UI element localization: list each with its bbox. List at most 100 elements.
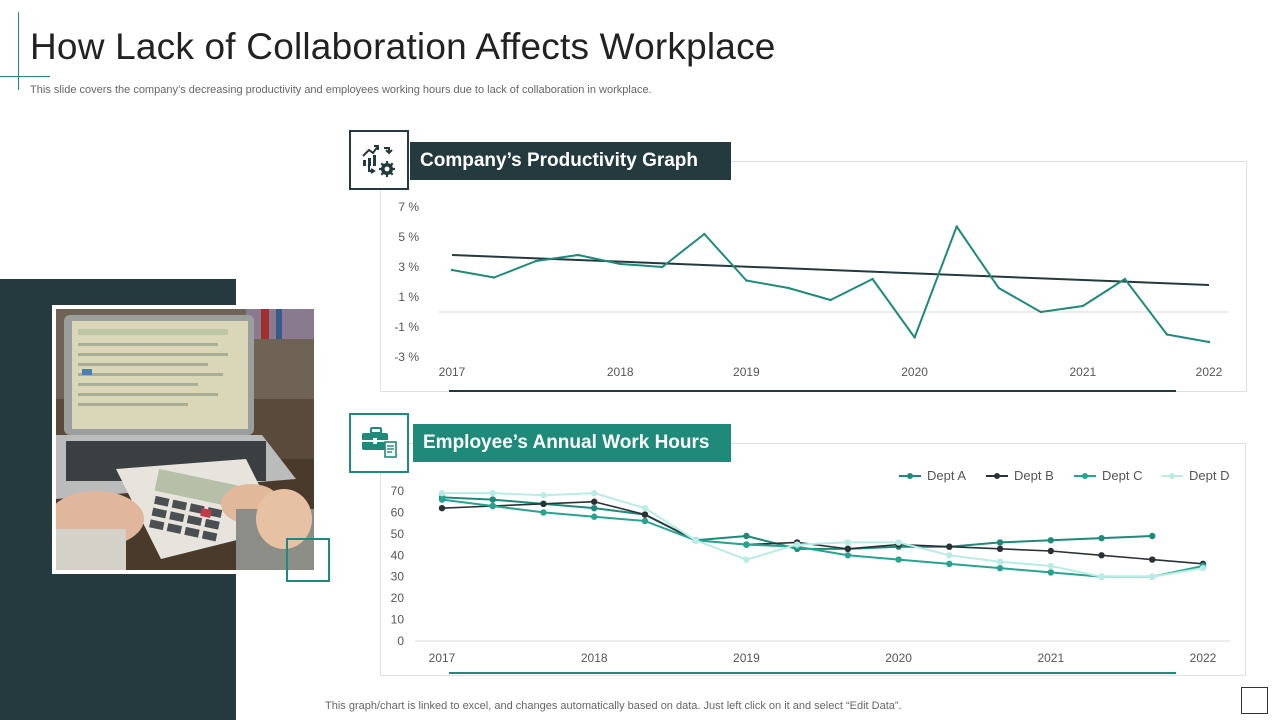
dept-d-point (793, 541, 801, 548)
productivity-point (534, 259, 538, 263)
dept-d-point (996, 558, 1004, 565)
dept-d-point (743, 556, 750, 563)
dept-d-point (692, 537, 699, 544)
dept-b-point (996, 545, 1004, 553)
page-subtitle: This slide covers the company’s decreasi… (30, 84, 652, 96)
trend-line (451, 254, 1210, 286)
dept-c-point (996, 564, 1004, 572)
dept-a-point (1098, 534, 1105, 542)
work-hours-icon-box (349, 413, 409, 473)
work-hours-chart-underline (449, 672, 1176, 674)
x-tick-label: 2019 (733, 365, 760, 379)
x-tick-label: 2018 (607, 365, 634, 379)
productivity-point (1081, 304, 1085, 308)
productivity-point (1039, 310, 1042, 314)
dept-b-point (540, 500, 547, 508)
productivity-point (703, 232, 706, 236)
footer-note: This graph/chart is linked to excel, and… (325, 700, 902, 712)
productivity-point (492, 276, 496, 279)
dept-a-point (743, 532, 750, 540)
dept-c-point (540, 509, 547, 516)
growth-chart-gear-icon (362, 145, 395, 177)
work-hours-chart: 0 10 20 30 40 50 60 70 2017 2018 2019 2020 2021 2022 D… (391, 468, 1230, 665)
corner-accent-vertical (18, 12, 19, 90)
dept-a-point (1149, 532, 1156, 540)
dept-d-point (1149, 573, 1156, 580)
dept-d-line (442, 492, 1204, 578)
dept-b-point (1149, 556, 1156, 563)
dept-d-point (895, 539, 902, 546)
productivity-point (955, 225, 958, 228)
dept-d-point (540, 492, 547, 499)
productivity-point (871, 277, 874, 281)
dept-d-point (489, 489, 496, 497)
x-tick-label: 2018 (581, 651, 608, 665)
legend-dept-d-marker (1169, 473, 1175, 479)
productivity-point (576, 253, 580, 257)
dept-b-point (946, 543, 953, 550)
y-tick-label: 1 % (398, 290, 419, 304)
y-tick-label: 30 (391, 570, 405, 584)
productivity-chart-title: Company’s Productivity Graph (410, 142, 731, 180)
legend-dept-b-marker (994, 473, 1000, 479)
legend-dept-c-marker (1082, 473, 1088, 479)
corner-box (1241, 687, 1268, 714)
dept-a-point (1047, 537, 1054, 544)
x-tick-label: 2017 (429, 651, 456, 665)
dept-c-point (591, 513, 598, 520)
productivity-chart: 7 % 5 % 3 % 1 % -1 % -3 % 2017 2018 2019 2020 2021… (394, 200, 1229, 379)
y-tick-label: 40 (391, 548, 405, 562)
y-tick-label: 70 (391, 484, 405, 498)
dept-d-point (641, 504, 649, 512)
y-tick-label: 20 (391, 591, 405, 605)
productivity-point (1207, 340, 1211, 344)
y-tick-label: -3 % (394, 350, 419, 364)
corner-accent-horizontal (0, 76, 50, 77)
productivity-chart-underline (449, 390, 1176, 392)
y-tick-label: 10 (391, 613, 405, 627)
dept-c-line (441, 498, 1204, 578)
dept-a-point (996, 539, 1004, 546)
dept-a-point (489, 496, 496, 503)
dept-d-point (438, 489, 446, 497)
work-hours-chart-box: 0 10 20 30 40 50 60 70 2017 2018 2019 2020 2021 2022 D… (380, 443, 1246, 676)
dept-b-point (591, 498, 598, 505)
dept-c-point (895, 556, 902, 563)
productivity-point (619, 262, 622, 266)
dept-c-point (489, 502, 496, 510)
dept-b-point (1047, 547, 1054, 555)
dept-c-point (438, 496, 446, 503)
dept-d-point (1047, 562, 1054, 570)
x-tick-label: 2019 (733, 651, 760, 665)
dept-d-point (946, 552, 953, 559)
y-tick-label: 5 % (398, 230, 419, 244)
productivity-point (829, 298, 832, 302)
x-tick-label: 2020 (885, 651, 912, 665)
dept-d-point (1199, 564, 1207, 572)
dept-b-point (844, 545, 852, 553)
x-tick-label: 2017 (439, 365, 466, 379)
productivity-point (450, 268, 454, 272)
page-title: How Lack of Collaboration Affects Workpl… (30, 26, 776, 67)
dept-b-point (1098, 552, 1105, 559)
productivity-point (1165, 333, 1169, 336)
productivity-point (913, 336, 916, 339)
productivity-chart-box: 7 % 5 % 3 % 1 % -1 % -3 % 2017 2018 2019 2020 2021… (380, 161, 1247, 392)
x-tick-label: 2022 (1190, 651, 1217, 665)
x-tick-label: 2021 (1069, 365, 1096, 379)
dept-c-point (641, 517, 649, 525)
work-hours-chart-title: Employee’s Annual Work Hours (413, 424, 731, 462)
dept-c-point (844, 552, 852, 559)
productivity-point (997, 286, 1000, 290)
productivity-point (787, 286, 790, 290)
dept-d-point (1098, 573, 1105, 580)
laptop-calculator-photo (56, 309, 314, 570)
briefcase-document-icon (362, 427, 397, 458)
x-tick-label: 2020 (901, 365, 928, 379)
x-tick-label: 2022 (1196, 365, 1223, 379)
y-tick-label: 7 % (398, 200, 419, 214)
dept-b-point (641, 511, 649, 518)
dept-b-line (441, 500, 1204, 565)
accent-square (286, 538, 330, 582)
y-tick-label: 0 (397, 634, 404, 648)
